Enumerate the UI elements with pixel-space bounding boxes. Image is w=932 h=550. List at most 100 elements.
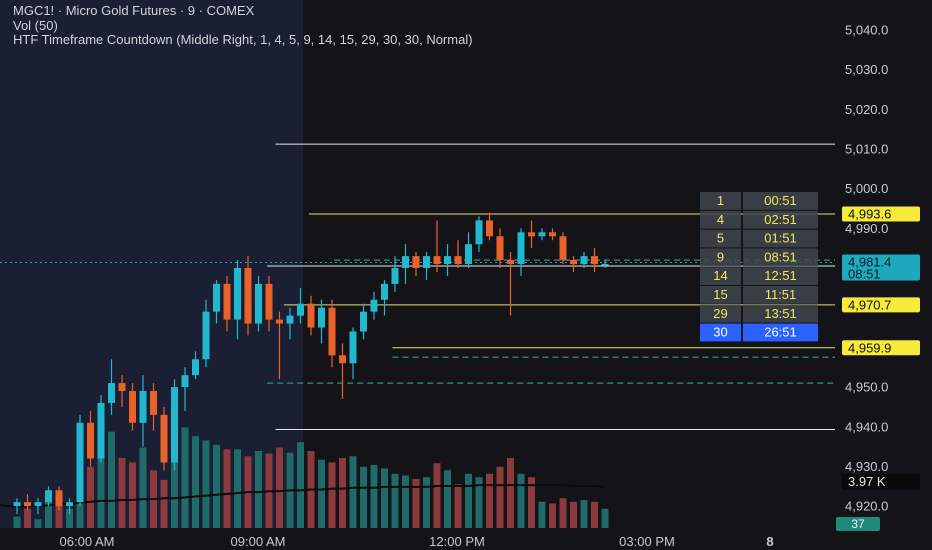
volume-bar bbox=[402, 475, 409, 528]
candle[interactable] bbox=[381, 279, 388, 316]
volume-bar bbox=[213, 444, 220, 528]
candle[interactable] bbox=[412, 252, 420, 276]
candle[interactable] bbox=[349, 327, 357, 380]
candle[interactable] bbox=[244, 256, 252, 336]
candle[interactable] bbox=[13, 498, 21, 515]
candle-body bbox=[66, 502, 73, 507]
volume-bar bbox=[496, 466, 504, 528]
candle[interactable] bbox=[24, 494, 31, 511]
candle-body bbox=[192, 359, 199, 376]
candle[interactable] bbox=[297, 287, 304, 324]
candle-body bbox=[202, 311, 210, 360]
candle[interactable] bbox=[213, 279, 220, 324]
volume-legend[interactable]: Vol (50) bbox=[13, 17, 58, 33]
volume-bar bbox=[538, 501, 546, 528]
candle-body bbox=[118, 383, 126, 392]
time-tick-label: 06:00 AM bbox=[60, 534, 115, 549]
candle-body bbox=[412, 256, 420, 268]
candle-body bbox=[276, 319, 283, 324]
volume-bar bbox=[517, 473, 525, 528]
volume-bar bbox=[591, 501, 598, 528]
candle[interactable] bbox=[66, 498, 73, 515]
price-tick-label: 4,920.0 bbox=[845, 499, 888, 514]
time-axis[interactable]: 06:00 AM 09:00 AM 12:00 PM 03:00 PM 8 bbox=[60, 534, 774, 549]
current-price-badge: 4,981.408:51 bbox=[842, 254, 920, 281]
candle[interactable] bbox=[192, 351, 199, 380]
candle[interactable] bbox=[486, 212, 493, 241]
volume-badge-label: 3.97 K bbox=[848, 474, 886, 489]
candle[interactable] bbox=[433, 220, 441, 272]
indicator-legend[interactable]: HTF Timeframe Countdown (Middle Right, 1… bbox=[13, 32, 473, 47]
price-tick-label: 4,950.0 bbox=[845, 380, 888, 395]
candle[interactable] bbox=[276, 311, 283, 380]
countdown-timeframe: 15 bbox=[713, 287, 727, 302]
candle[interactable] bbox=[559, 232, 567, 265]
candle[interactable] bbox=[528, 220, 535, 249]
candle[interactable] bbox=[129, 383, 136, 431]
candle[interactable] bbox=[496, 228, 504, 268]
candle[interactable] bbox=[139, 375, 147, 447]
candle[interactable] bbox=[265, 275, 273, 332]
candle[interactable] bbox=[444, 244, 451, 276]
candle-body bbox=[580, 256, 588, 265]
candle[interactable] bbox=[255, 275, 262, 332]
candle[interactable] bbox=[549, 228, 556, 241]
candle[interactable] bbox=[360, 303, 367, 340]
candle[interactable] bbox=[339, 343, 346, 399]
volume-bar bbox=[360, 466, 367, 528]
candle[interactable] bbox=[234, 260, 241, 340]
volume-bar bbox=[202, 440, 210, 528]
candle[interactable] bbox=[76, 414, 84, 507]
candle-body bbox=[349, 331, 357, 364]
candle[interactable] bbox=[286, 307, 294, 340]
bar-count-bg bbox=[836, 517, 880, 531]
candle[interactable] bbox=[454, 240, 462, 268]
candle[interactable] bbox=[517, 228, 525, 276]
volume-bar bbox=[45, 494, 52, 528]
price-badge-label: 4,959.9 bbox=[848, 340, 891, 355]
candle[interactable] bbox=[402, 244, 409, 284]
candle[interactable] bbox=[391, 256, 399, 292]
candle[interactable] bbox=[55, 486, 63, 511]
candle[interactable] bbox=[538, 228, 546, 241]
candle[interactable] bbox=[601, 260, 609, 268]
candle[interactable] bbox=[118, 375, 126, 407]
candle[interactable] bbox=[475, 216, 483, 253]
candle[interactable] bbox=[97, 395, 105, 463]
candle[interactable] bbox=[160, 406, 168, 471]
candle-body bbox=[570, 260, 577, 265]
candle[interactable] bbox=[171, 379, 178, 471]
session-shading bbox=[0, 0, 303, 528]
volume-bar bbox=[570, 501, 577, 528]
volume-bar bbox=[559, 498, 567, 528]
countdown-row: 29 13:51 bbox=[700, 304, 818, 323]
candle[interactable] bbox=[591, 248, 598, 272]
volume-bar bbox=[181, 427, 189, 528]
candle[interactable] bbox=[328, 299, 336, 368]
volume-badge-bg bbox=[842, 474, 920, 490]
candle[interactable] bbox=[465, 232, 472, 268]
candle-body bbox=[34, 502, 42, 507]
candle[interactable] bbox=[202, 299, 210, 368]
countdown-row: 1 00:51 bbox=[700, 192, 818, 210]
candle[interactable] bbox=[423, 252, 430, 280]
candle[interactable] bbox=[223, 275, 231, 332]
candle[interactable] bbox=[370, 291, 378, 320]
price-axis[interactable]: 5,040.0 5,030.0 5,020.0 5,010.0 5,000.0 4,990… bbox=[845, 22, 888, 513]
candle[interactable] bbox=[181, 367, 189, 411]
candle-body bbox=[486, 220, 493, 237]
candle[interactable] bbox=[580, 252, 588, 268]
candle[interactable] bbox=[570, 256, 577, 272]
candle[interactable] bbox=[507, 252, 514, 316]
candle[interactable] bbox=[318, 299, 325, 344]
symbol-title[interactable]: MGC1! · Micro Gold Futures · 9 · COMEX bbox=[13, 3, 255, 18]
candle[interactable] bbox=[34, 498, 42, 515]
candle[interactable] bbox=[45, 486, 52, 507]
candle[interactable] bbox=[87, 410, 94, 467]
candle[interactable] bbox=[307, 295, 315, 336]
candle[interactable] bbox=[150, 383, 157, 431]
candle[interactable] bbox=[108, 359, 115, 415]
candle-body bbox=[475, 220, 483, 245]
